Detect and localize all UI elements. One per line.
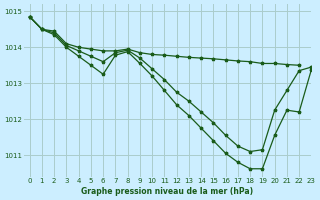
X-axis label: Graphe pression niveau de la mer (hPa): Graphe pression niveau de la mer (hPa) [81, 187, 253, 196]
